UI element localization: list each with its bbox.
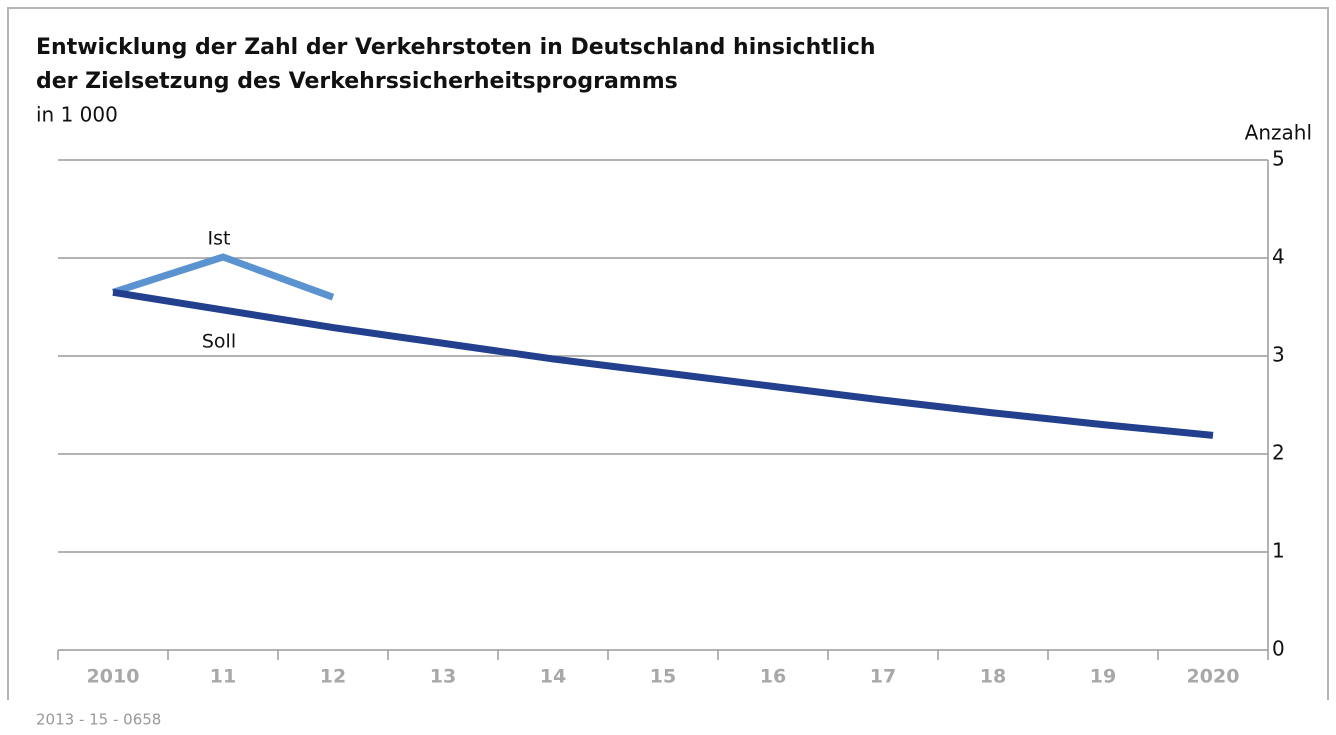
series-line	[112, 288, 1214, 439]
x-tick-label: 2020	[1187, 666, 1240, 688]
x-tick-label: 14	[540, 666, 566, 688]
x-tick-label: 18	[980, 666, 1006, 688]
chart-title-line: der Zielsetzung des Verkehrssicherheitsp…	[36, 69, 678, 94]
x-tick-label: 15	[650, 666, 676, 688]
chart-subtitle: in 1 000	[36, 103, 118, 127]
y-tick-label: 5	[1272, 147, 1285, 171]
frame	[7, 7, 1329, 700]
x-tick-label: 2010	[87, 666, 140, 688]
series-label: Soll	[202, 330, 236, 352]
y-tick-label: 3	[1272, 343, 1285, 367]
y-tick-label: 1	[1272, 539, 1285, 563]
x-tick-label: 11	[210, 666, 236, 688]
y-tick-label: 0	[1272, 637, 1285, 661]
series-line	[111, 253, 335, 301]
x-tick-label: 17	[870, 666, 896, 688]
series-label: Ist	[208, 228, 231, 250]
chart-title-line: Entwicklung der Zahl der Verkehrstoten i…	[36, 35, 876, 60]
x-tick-label: 13	[430, 666, 456, 688]
x-tick-label: 19	[1090, 666, 1116, 688]
source-note: 2013 - 15 - 0658	[36, 711, 161, 729]
x-tick-label: 12	[320, 666, 346, 688]
x-tick-label: 16	[760, 666, 786, 688]
y-axis-label: Anzahl	[1245, 121, 1312, 145]
y-tick-label: 4	[1272, 245, 1285, 269]
y-tick-label: 2	[1272, 441, 1285, 465]
